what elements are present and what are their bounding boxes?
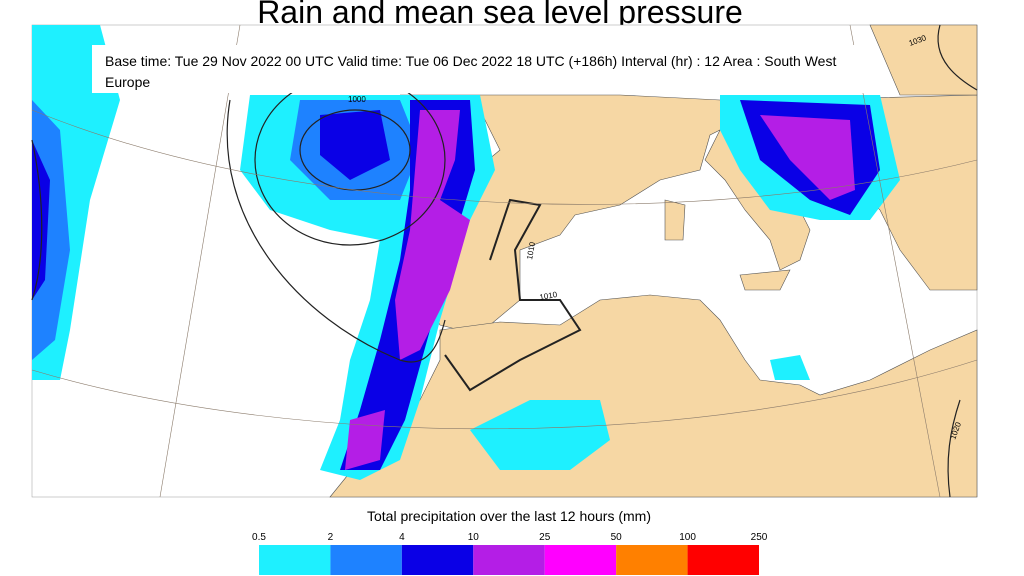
isobar-label: 1010 (539, 290, 559, 302)
legend-swatch (473, 545, 545, 575)
rain-area (320, 110, 390, 180)
rain-area (32, 140, 50, 300)
isobar (937, 24, 978, 91)
map-subtitle: Base time: Tue 29 Nov 2022 00 UTC Valid … (92, 45, 873, 93)
rain-area (470, 400, 610, 470)
graticule-line (31, 359, 978, 430)
legend-swatch (401, 545, 474, 575)
graticule-line (31, 109, 978, 205)
sardinia (664, 199, 686, 241)
isobar (226, 99, 446, 363)
legend-tick-label: 100 (679, 532, 696, 543)
legend-title: Total precipitation over the last 12 hou… (366, 508, 651, 524)
legend-swatch (330, 545, 402, 575)
rain-area (345, 410, 385, 470)
rain-area (770, 355, 810, 380)
isobar (31, 139, 43, 301)
legend-tick-label: 10 (468, 532, 480, 543)
legend-swatch (687, 545, 759, 575)
legend-tick-label: 0.5 (252, 532, 266, 543)
legend-tick-label: 4 (399, 532, 405, 543)
legend-tick-label: 25 (539, 532, 551, 543)
legend-swatch (616, 545, 688, 575)
central-europe (869, 24, 978, 96)
legend-tick-label: 50 (611, 532, 623, 543)
isobar-label: 1010 (525, 241, 537, 261)
rain-area (395, 110, 470, 360)
isobar (444, 198, 582, 392)
graticule (31, 24, 978, 498)
isobar-label: 1000 (348, 95, 366, 104)
graticule-line (849, 24, 941, 498)
legend-swatch (259, 545, 331, 575)
graticule-line (159, 24, 241, 498)
legend-tick-label: 250 (751, 532, 768, 543)
legend-tick-label: 2 (328, 532, 334, 543)
legend-swatch (544, 545, 617, 575)
sicily (739, 269, 791, 291)
legend: 0.5 2 4 10 25 50 100 250 (252, 532, 768, 575)
rain-area (760, 115, 855, 200)
isobar (947, 399, 961, 498)
